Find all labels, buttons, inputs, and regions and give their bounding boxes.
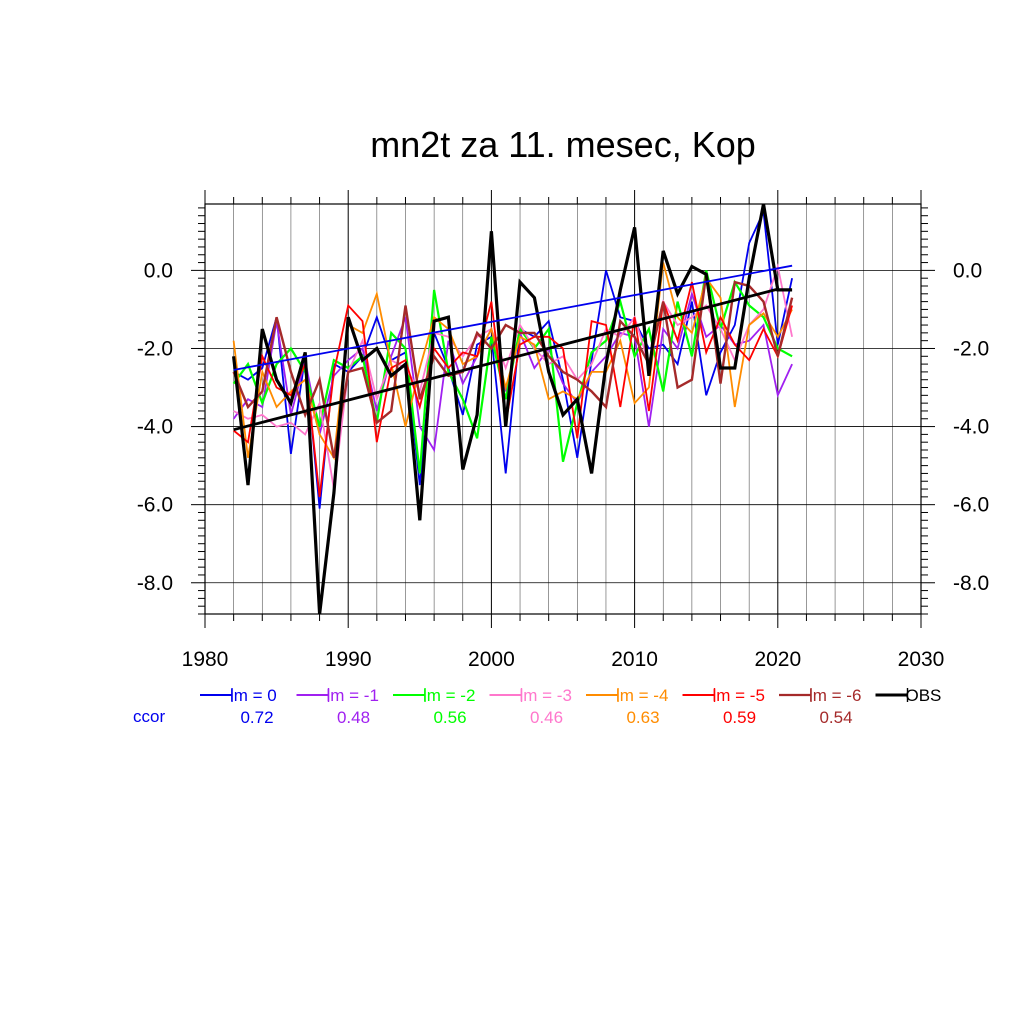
series-line [233,263,793,490]
x-tick-label: 2020 [754,648,801,671]
trend-line [233,264,793,371]
y-tick-label-right: 0.0 [953,259,982,282]
axes: 1980 1990 2000 2010 2020 2030 -8.0 -8.0 -6.0 -6.0… [137,190,989,671]
ccor-value: 0.63 [626,708,659,727]
legend-entry: lm = -6 [809,686,861,705]
legend-entry: lm = -5 [713,686,765,705]
x-tick-label: 2010 [611,648,658,671]
y-tick-label-right: -8.0 [953,572,989,595]
y-tick-label-left: -4.0 [137,416,173,439]
y-tick-label-left: -6.0 [137,494,173,517]
legend: ccor lm = 0 0.72 lm = -1 0.48 lm = -2 0.56 lm … [133,686,941,727]
ccor-value: 0.72 [240,708,273,727]
ccor-value: 0.48 [337,708,370,727]
series-line [233,281,793,498]
y-tick-label-right: -2.0 [953,337,989,360]
x-tick-label: 1990 [325,648,372,671]
plot-frame [204,203,922,615]
x-tick-label: 2000 [468,648,515,671]
ccor-value: 0.56 [433,708,466,727]
plot-area [232,203,794,615]
ccor-value: 0.54 [819,708,852,727]
ccor-value: 0.46 [530,708,563,727]
series-line [232,270,793,474]
x-tick-label: 2030 [898,648,945,671]
trend-line [233,287,779,432]
legend-entry: lm = -3 [520,686,572,705]
series-line [232,203,793,615]
ccor-value: 0.59 [723,708,756,727]
legend-entry: lm = 0 [230,686,277,705]
ccor-label: ccor [133,707,165,726]
legend-entry: lm = -2 [423,686,475,705]
legend-entry: OBS [906,686,942,705]
y-tick-label-right: -6.0 [953,494,989,517]
series-line [232,274,794,459]
chart-title: mn2t za 11. mesec, Kop [370,124,756,165]
y-tick-label-left: 0.0 [144,259,173,282]
legend-entry: lm = -1 [327,686,379,705]
legend-entry: lm = -4 [616,686,668,705]
y-tick-label-right: -4.0 [953,416,989,439]
y-tick-label-left: -8.0 [137,572,173,595]
x-tick-label: 1980 [182,648,229,671]
y-tick-label-left: -2.0 [137,337,173,360]
